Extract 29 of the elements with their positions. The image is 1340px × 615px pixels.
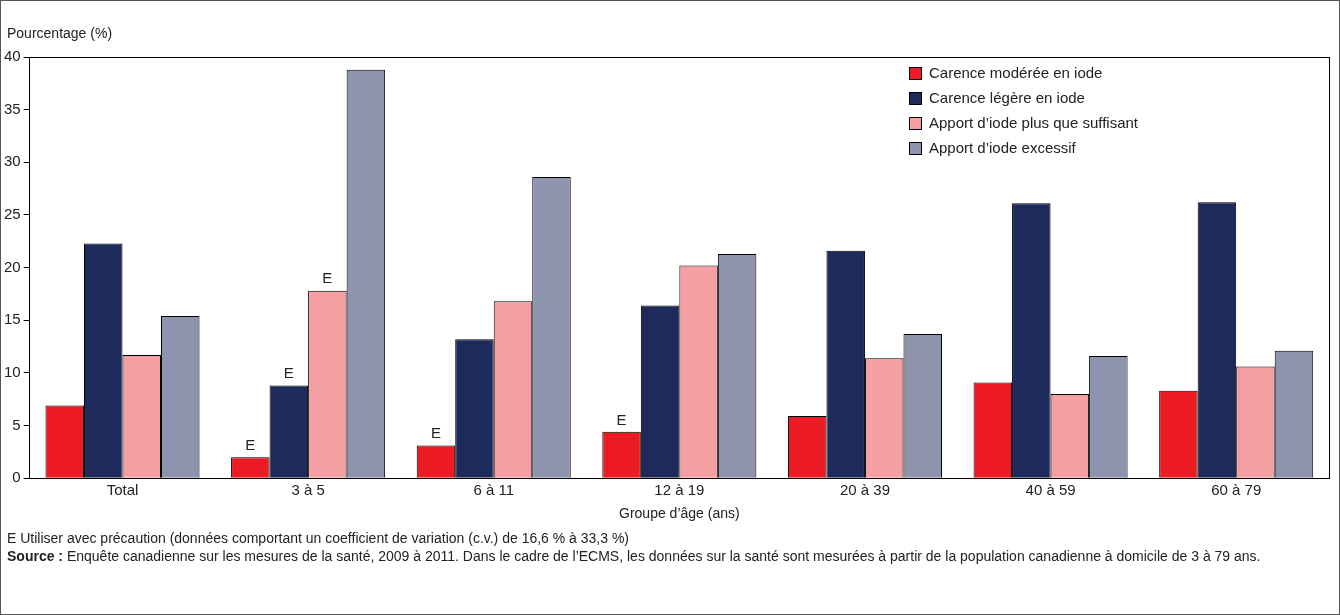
x-tick-label: 6 à 11: [473, 481, 515, 499]
x-tick-label: 20 à 39: [839, 481, 890, 499]
y-tick-label: 25: [4, 205, 21, 223]
legend-label: Carence légère en iode: [929, 89, 1085, 107]
y-tick-label: 40: [4, 47, 21, 65]
y-tick-label: 15: [4, 310, 21, 328]
data-label: E: [322, 269, 333, 287]
x-tick-label: Total: [106, 481, 139, 499]
data-label: E: [283, 364, 294, 382]
x-axis-title: Groupe d’âge (ans): [619, 505, 740, 522]
x-tick-label: 3 à 5: [291, 481, 325, 499]
y-tick-label: 20: [4, 257, 21, 275]
y-tick-label: 10: [4, 363, 21, 381]
legend-label: Carence modérée en iode: [929, 64, 1103, 82]
data-label: E: [616, 410, 627, 428]
x-tick-label: 12 à 19: [654, 481, 705, 499]
text: E Utiliser avec précaution (données comportant un coefficient de variation (c.v.) de 16,6 % à 33,3 %): [7, 529, 631, 547]
x-tick-label: 40 à 59: [1025, 481, 1076, 499]
source-note: Source : Enquête canadienne sur les mesures de la santé, 2009 à 2011. Dans le cadre de l’ECMS, les données sur la santé sont mesurées à partir de la population canadienne à domicile de 3 à 79 ans.: [7, 547, 1262, 565]
y-axis-title: Pourcentage (%): [7, 25, 113, 41]
y-tick-label: 0: [12, 468, 21, 486]
y-tick-label: 5: [12, 415, 21, 433]
legend-label: Apport d’iode plus que suffisant: [929, 114, 1139, 132]
data-label: E: [245, 435, 256, 453]
x-tick-label: 60 à 79: [1211, 481, 1262, 499]
y-tick-label: 30: [4, 152, 21, 170]
data-label: E: [430, 424, 441, 442]
y-tick-label: 35: [4, 99, 21, 117]
legend-label: Apport d’iode excessif: [929, 139, 1077, 157]
